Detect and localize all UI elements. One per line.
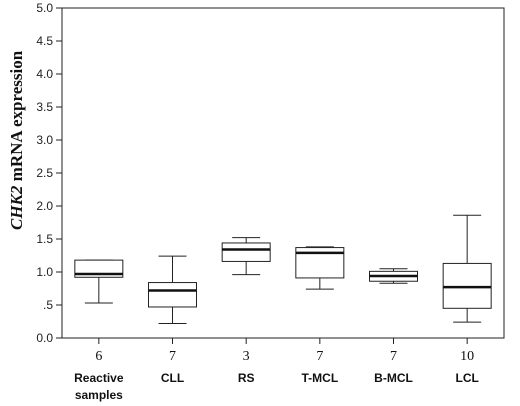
box-iqr bbox=[148, 282, 197, 308]
y-tick-label: .5 bbox=[43, 298, 53, 312]
y-tick-label: 0.0 bbox=[36, 331, 53, 345]
box-group bbox=[369, 268, 418, 284]
y-tick-label: 2.0 bbox=[36, 199, 53, 213]
y-tick-label: 5.0 bbox=[36, 1, 53, 15]
sample-count-label: 3 bbox=[243, 349, 250, 364]
category-label: RS bbox=[238, 371, 255, 385]
category-label: CLL bbox=[161, 371, 184, 385]
category-label: Reactive bbox=[74, 371, 124, 385]
category-label: T-MCL bbox=[302, 371, 339, 385]
category-label: B-MCL bbox=[374, 371, 413, 385]
y-tick-label: 4.0 bbox=[36, 67, 53, 81]
category-label: LCL bbox=[456, 371, 479, 385]
y-tick-label: 3.0 bbox=[36, 133, 53, 147]
sample-count-label: 7 bbox=[316, 349, 323, 364]
y-tick-label: 1.5 bbox=[36, 232, 53, 246]
plot-frame bbox=[61, 7, 505, 339]
sample-count-label: 7 bbox=[390, 349, 397, 364]
box-iqr bbox=[221, 242, 271, 262]
y-tick-label: 4.5 bbox=[36, 34, 53, 48]
y-axis: 0.0 .5 1.0 1.5 2.0 2.5 3.0 3.5 4.0 4.5 5.0 bbox=[36, 1, 62, 345]
category-label: samples bbox=[75, 388, 123, 402]
y-tick-label: 3.5 bbox=[36, 100, 53, 114]
sample-count-label: 6 bbox=[95, 349, 102, 364]
box-group bbox=[74, 259, 124, 304]
y-axis-label-gene: CHK2 bbox=[7, 185, 26, 230]
box-group bbox=[442, 214, 492, 323]
box-group bbox=[148, 255, 197, 324]
y-axis-label: CHK2 mRNA expression bbox=[7, 50, 26, 230]
sample-count-label: 10 bbox=[460, 349, 474, 364]
box-group bbox=[295, 246, 345, 290]
x-axis: 6 Reactive samples 7 CLL 3 RS 7 T-MCL 7 B-MCL 10 LCL bbox=[74, 338, 479, 402]
box-group bbox=[221, 237, 271, 276]
y-tick-label: 1.0 bbox=[36, 265, 53, 279]
y-axis-label-text: mRNA expression bbox=[7, 50, 26, 185]
y-tick-label: 2.5 bbox=[36, 166, 53, 180]
boxes bbox=[74, 214, 492, 324]
box-iqr bbox=[442, 262, 492, 309]
sample-count-label: 7 bbox=[169, 349, 176, 364]
